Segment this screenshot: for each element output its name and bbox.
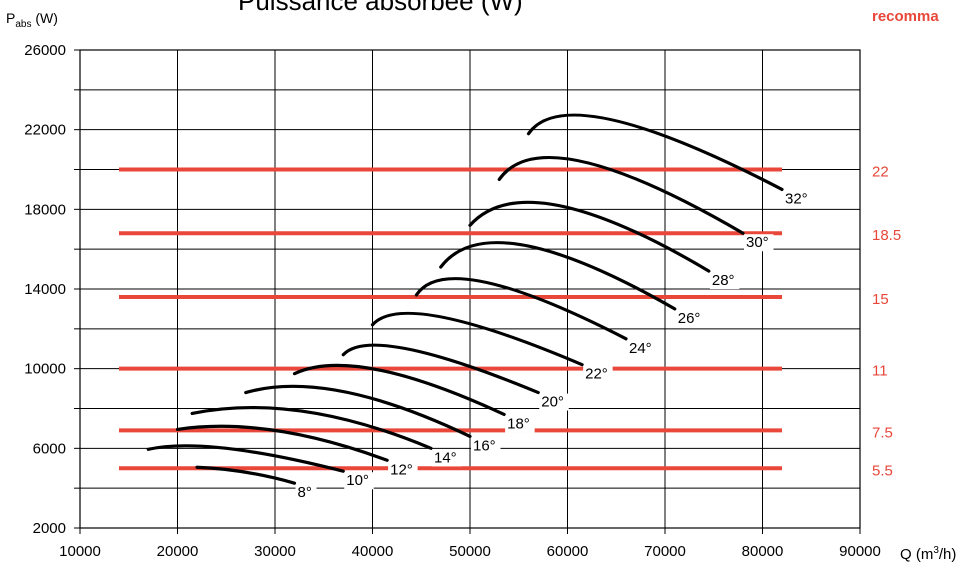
curve-label-backdrop bbox=[471, 437, 501, 455]
curve-label: 24° bbox=[629, 340, 652, 357]
power-label: 7.5 bbox=[872, 424, 893, 441]
corner-label: recomma bbox=[872, 8, 939, 25]
curve-label: 18° bbox=[507, 415, 530, 432]
curve-label-backdrop bbox=[344, 472, 374, 490]
power-label: 11 bbox=[872, 363, 888, 380]
axes bbox=[74, 49, 861, 534]
power-lines bbox=[119, 167, 782, 471]
y-tick-label: 10000 bbox=[24, 361, 66, 378]
curve-label: 14° bbox=[434, 449, 457, 466]
curve-label: 10° bbox=[346, 472, 369, 489]
x-tick-label: 70000 bbox=[644, 543, 686, 560]
power-label: 22 bbox=[872, 164, 889, 181]
chart-title: Puissance absorbée (W) bbox=[238, 0, 523, 16]
curve-line bbox=[414, 277, 628, 341]
x-tick-label: 40000 bbox=[352, 543, 394, 560]
x-tick-label: 60000 bbox=[547, 543, 589, 560]
x-tick-label: 50000 bbox=[449, 543, 491, 560]
curve-label-backdrop bbox=[627, 339, 657, 357]
curve-label-backdrop bbox=[744, 234, 774, 252]
curve-label: 30° bbox=[746, 234, 769, 251]
curve-labels: 22 18.5 15 11 7.5 5.5 8° 10° 12° 14° 16° 18° 20° 22° 2… bbox=[295, 164, 901, 502]
x-axis-label: Q (m3/h) bbox=[900, 545, 956, 563]
x-tick-label: 10000 bbox=[59, 543, 101, 560]
curve-label-backdrop bbox=[709, 272, 740, 290]
curve-label: 8° bbox=[298, 484, 312, 501]
curve-line bbox=[146, 444, 345, 473]
curve-line bbox=[526, 113, 784, 192]
curve-line bbox=[439, 241, 677, 311]
curve-label-backdrop bbox=[583, 365, 613, 383]
y-tick-label: 22000 bbox=[24, 122, 66, 139]
x-axis-label-main: Q (m bbox=[900, 546, 934, 563]
curve-label: 28° bbox=[712, 272, 735, 289]
x-tick-label: 90000 bbox=[839, 543, 881, 560]
curve-label: 32° bbox=[785, 190, 808, 207]
y-axis-label-main: P bbox=[6, 10, 16, 26]
curve-label-backdrop bbox=[295, 484, 317, 502]
curve-line bbox=[244, 384, 472, 438]
curve-label-backdrop bbox=[539, 393, 569, 411]
x-tick-label: 20000 bbox=[157, 543, 199, 560]
curve-line bbox=[468, 200, 711, 273]
curve-label: 26° bbox=[678, 310, 701, 327]
curve-label-backdrop bbox=[675, 309, 706, 327]
tick-labels: 10000 20000 30000 40000 50000 60000 70000 80000… bbox=[24, 42, 881, 560]
x-tick-label: 30000 bbox=[254, 543, 296, 560]
curve-label: 22° bbox=[585, 366, 608, 383]
curve-line bbox=[341, 343, 540, 395]
y-axis-label: Pabs (W) bbox=[6, 10, 58, 30]
y-tick-label: 18000 bbox=[24, 201, 66, 218]
curve-line bbox=[190, 406, 433, 450]
y-tick-label: 26000 bbox=[24, 42, 66, 59]
curve-line bbox=[497, 155, 745, 235]
y-tick-label: 14000 bbox=[24, 281, 66, 298]
curve-line bbox=[370, 311, 584, 367]
x-axis-label-tail: /h) bbox=[938, 546, 957, 563]
y-tick-label: 6000 bbox=[33, 440, 66, 457]
power-label: 15 bbox=[872, 291, 889, 308]
curves bbox=[146, 113, 784, 485]
curve-label-backdrop bbox=[432, 449, 462, 467]
curve-line bbox=[175, 424, 389, 462]
power-label: 5.5 bbox=[872, 462, 893, 479]
y-tick-label: 2000 bbox=[33, 520, 66, 537]
y-axis-label-unit: (W) bbox=[31, 10, 58, 26]
curve-label: 20° bbox=[541, 394, 564, 411]
curve-label: 16° bbox=[473, 437, 496, 454]
curve-line bbox=[292, 363, 506, 417]
curve-label-backdrop bbox=[388, 461, 418, 479]
x-axis-label-sup: 3 bbox=[933, 545, 939, 556]
curve-label-backdrop bbox=[783, 190, 813, 208]
curve-label-backdrop bbox=[505, 415, 535, 433]
y-axis-label-sub: abs bbox=[15, 18, 32, 30]
grid bbox=[80, 50, 860, 528]
curve-label: 12° bbox=[390, 461, 413, 478]
power-label: 18.5 bbox=[872, 227, 901, 244]
x-tick-label: 80000 bbox=[742, 543, 784, 560]
curve-line bbox=[195, 465, 297, 485]
